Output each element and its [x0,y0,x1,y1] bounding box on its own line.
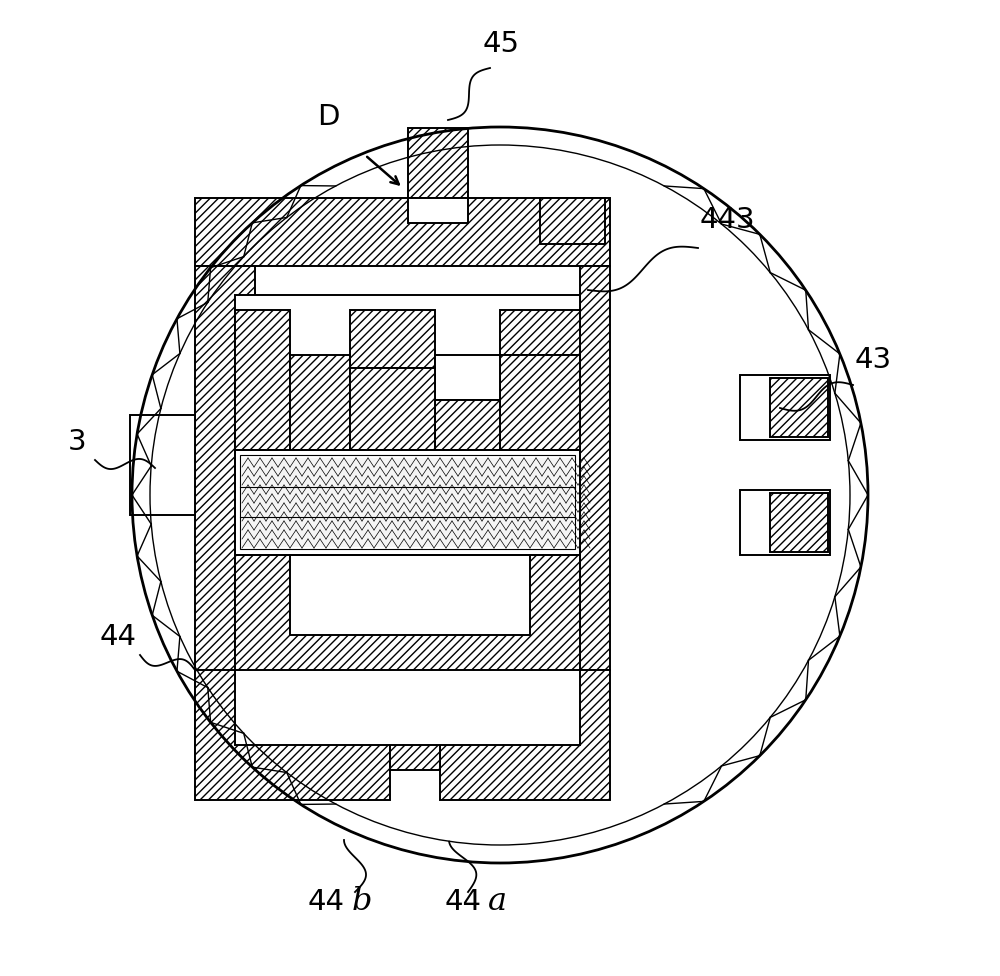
Bar [350,310,435,368]
Bar [500,355,580,465]
Text: 443: 443 [700,206,756,234]
Circle shape [132,127,868,863]
Bar [235,450,580,555]
Bar [580,266,610,670]
Bar [235,450,580,555]
Text: b: b [352,886,372,917]
Bar [235,555,580,670]
Bar [290,310,500,485]
Bar [130,415,195,515]
Text: a: a [488,886,507,917]
Bar [242,458,572,547]
Text: 43: 43 [855,346,892,374]
Bar [235,310,290,490]
Bar [390,670,440,770]
Text: 44: 44 [445,888,482,916]
Bar [290,355,350,450]
Bar [290,555,530,635]
Text: 45: 45 [483,30,520,58]
Bar [440,670,610,800]
Bar [500,310,580,355]
Bar [435,400,500,465]
Text: 44: 44 [308,888,345,916]
Bar [240,455,575,549]
Text: D: D [317,103,340,131]
Bar [740,375,830,440]
Bar [235,295,580,745]
Bar [435,355,500,400]
Bar [740,490,830,555]
Text: 44: 44 [100,623,137,651]
Bar [408,198,468,223]
Bar [195,198,610,266]
Bar [770,378,828,437]
Text: 3: 3 [68,428,87,456]
Bar [408,128,468,198]
Bar [350,368,435,450]
Bar [770,493,828,552]
Bar [290,555,530,635]
Bar [195,266,255,770]
Bar [195,670,390,800]
Bar [540,198,605,244]
